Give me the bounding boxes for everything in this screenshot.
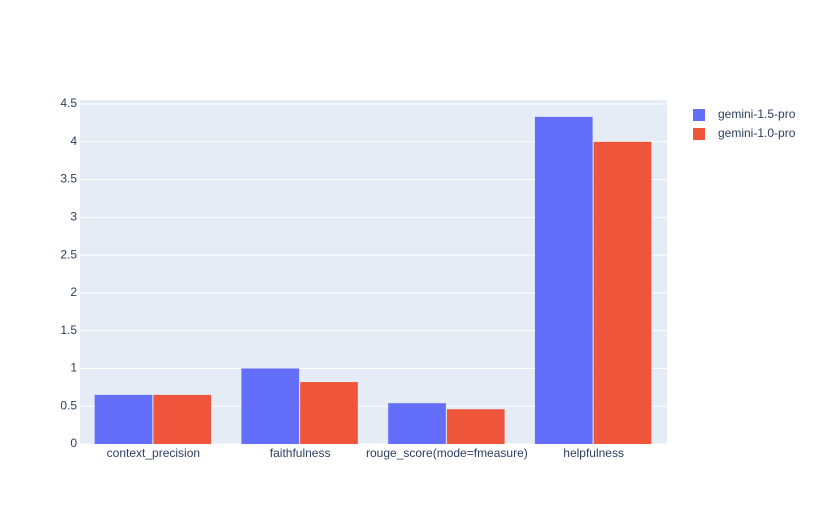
- bar: [388, 403, 446, 444]
- y-tick-label: 0: [70, 436, 77, 450]
- x-tick-label: faithfulness: [270, 446, 331, 460]
- y-tick-label: 4: [70, 134, 77, 148]
- y-tick-label: 2.5: [60, 247, 77, 261]
- y-tick-label: 3.5: [60, 172, 77, 186]
- y-tick-label: 2: [70, 285, 77, 299]
- y-tick-label: 0.5: [60, 398, 77, 412]
- bar: [94, 394, 153, 444]
- legend-label[interactable]: gemini-1.5-pro: [718, 107, 796, 121]
- legend-label[interactable]: gemini-1.0-pro: [718, 126, 796, 140]
- y-tick-label: 1: [70, 361, 77, 375]
- x-tick-label: rouge_score(mode=fmeasure): [366, 446, 528, 460]
- legend-swatch[interactable]: [693, 109, 705, 121]
- bar: [241, 368, 300, 444]
- legend-swatch[interactable]: [693, 128, 705, 140]
- y-tick-label: 3: [70, 210, 77, 224]
- y-tick-label: 1.5: [60, 323, 77, 337]
- bar: [153, 394, 212, 444]
- bar: [534, 116, 593, 444]
- x-tick-label: context_precision: [107, 446, 200, 460]
- bar: [446, 409, 505, 444]
- x-tick-label: helpfulness: [563, 446, 624, 460]
- bar: [300, 382, 358, 444]
- y-tick-label: 4.5: [60, 96, 77, 110]
- bar: [593, 141, 652, 444]
